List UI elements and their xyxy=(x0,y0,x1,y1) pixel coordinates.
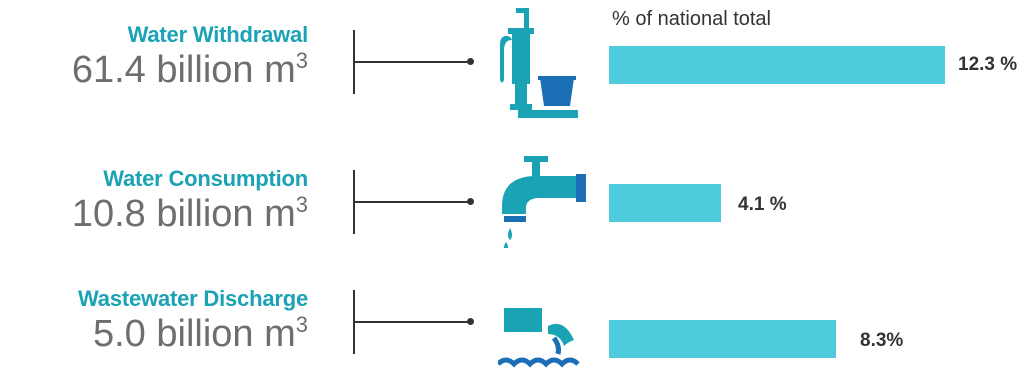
row-title: Wastewater Discharge xyxy=(78,286,308,311)
row-amount: 5.0 billion m3 xyxy=(92,312,308,355)
row-wastewater-discharge: Wastewater Discharge 5.0 billion m3 8.3% xyxy=(0,268,1032,378)
row-amount: 61.4 billion m3 xyxy=(71,48,308,91)
connector-line xyxy=(353,30,474,94)
discharge-pipe-icon xyxy=(498,308,580,368)
row-title: Water Consumption xyxy=(103,166,308,191)
chart-subtitle: % of national total xyxy=(612,8,771,30)
percent-label: 4.1 % xyxy=(738,194,787,215)
connector-line xyxy=(353,290,474,354)
row-title: Water Withdrawal xyxy=(127,22,309,47)
connector-line xyxy=(353,170,474,234)
row-water-consumption: Water Consumption 10.8 billion m3 4.1 % xyxy=(0,148,1032,258)
bar-water-withdrawal xyxy=(609,46,945,84)
bar-wastewater-discharge xyxy=(609,320,836,358)
percent-label: 8.3% xyxy=(860,330,904,351)
faucet-icon xyxy=(502,156,586,248)
row-amount: 10.8 billion m3 xyxy=(71,192,308,235)
percent-label: 12.3 % xyxy=(958,54,1018,75)
hand-pump-icon xyxy=(500,8,578,118)
row-water-withdrawal: Water Withdrawal 61.4 billion m3 12.3 % xyxy=(0,8,1032,118)
bar-water-consumption xyxy=(609,184,721,222)
